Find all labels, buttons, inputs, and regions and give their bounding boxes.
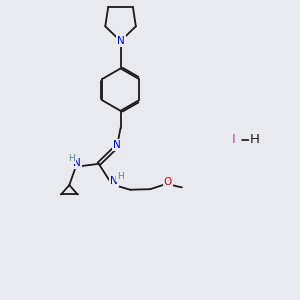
Text: I: I (232, 133, 236, 146)
Text: O: O (164, 177, 172, 188)
Text: H: H (68, 154, 75, 163)
Text: N: N (117, 36, 124, 46)
Text: N: N (110, 176, 118, 186)
Text: H: H (250, 133, 260, 146)
Text: N: N (113, 140, 121, 150)
Text: H: H (118, 172, 124, 181)
Text: N: N (74, 158, 81, 168)
